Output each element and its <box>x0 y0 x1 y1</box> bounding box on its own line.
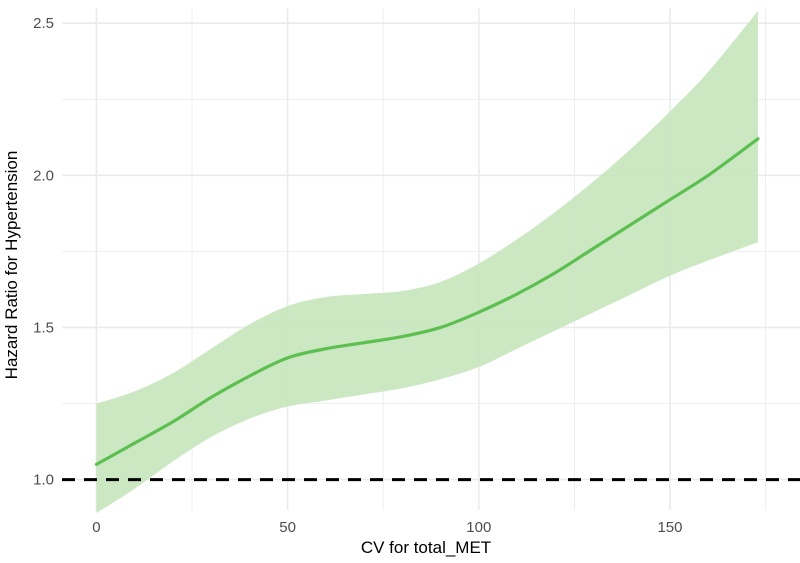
confidence-band <box>96 11 758 514</box>
x-axis-ticks: 0 50 100 150 <box>92 519 682 536</box>
y-axis-title: Hazard Ratio for Hypertension <box>2 151 21 380</box>
x-axis-title: CV for total_MET <box>361 538 491 557</box>
x-tick-label: 0 <box>92 519 100 536</box>
y-axis-ticks: 1.0 1.5 2.0 2.5 <box>33 15 54 488</box>
hazard-ratio-line <box>94 137 760 466</box>
y-tick-label: 2.0 <box>33 167 54 184</box>
x-tick-label: 150 <box>657 519 682 536</box>
x-tick-label: 50 <box>279 519 296 536</box>
y-tick-label: 1.5 <box>33 319 54 336</box>
y-tick-label: 2.5 <box>33 15 54 32</box>
x-tick-label: 100 <box>466 519 491 536</box>
y-tick-label: 1.0 <box>33 472 54 489</box>
